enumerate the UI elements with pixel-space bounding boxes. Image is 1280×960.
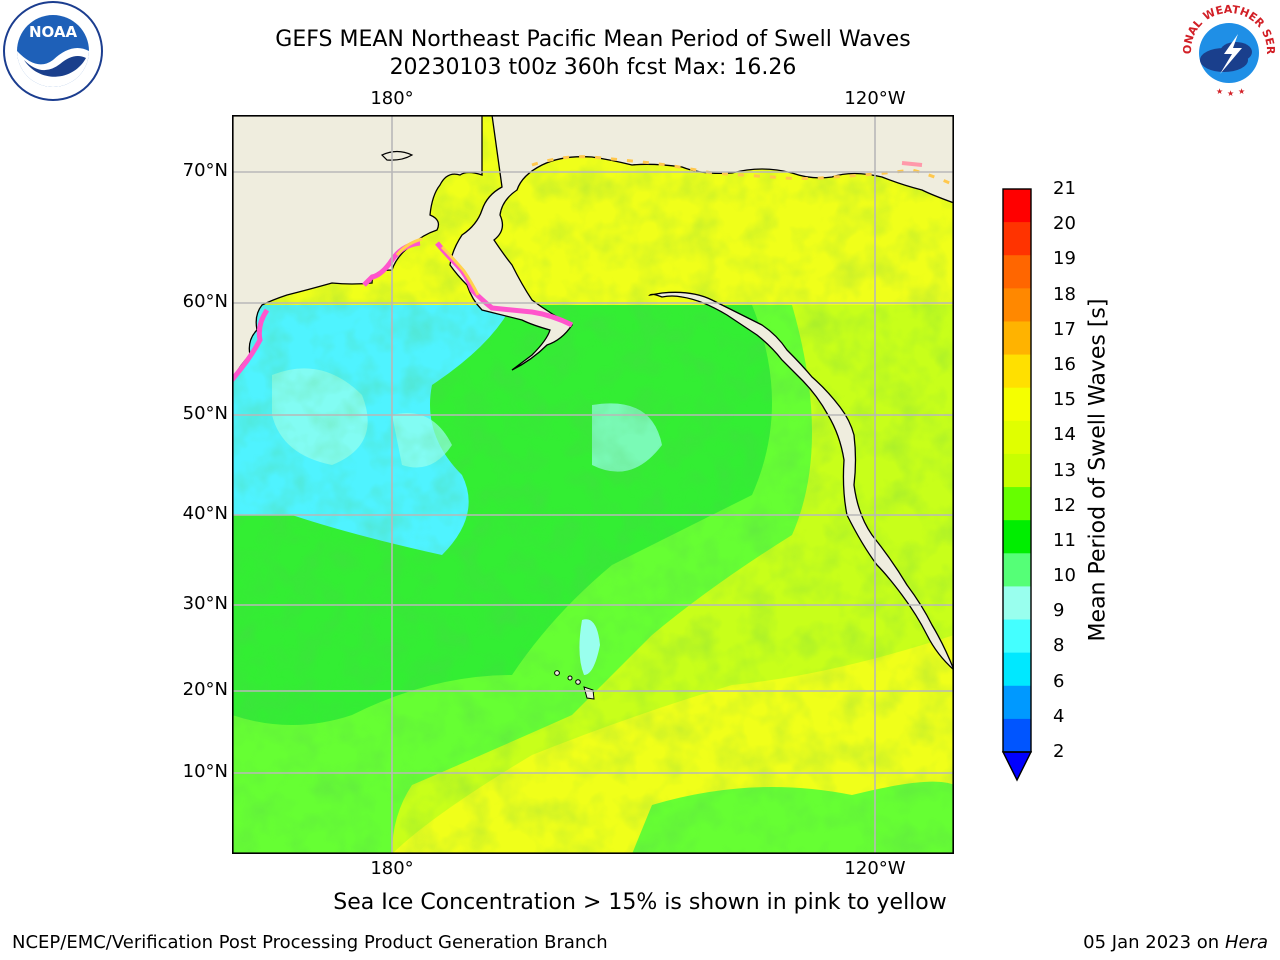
- colorbar-box-1: [1003, 222, 1031, 256]
- noaa-logo-text: NOAA: [29, 23, 78, 41]
- colorbar: [1001, 188, 1033, 782]
- lat-label-10n: 10°N: [182, 761, 228, 782]
- colorbar-box-16: [1003, 718, 1031, 753]
- svg-text:★: ★: [1216, 87, 1223, 96]
- hawaii-cyan-streak: [579, 619, 600, 675]
- colorbar-frame: [1002, 188, 1032, 753]
- colorbar-box-7: [1003, 420, 1031, 455]
- colorbar-box-6: [1003, 387, 1031, 422]
- colorbar-label-12: 12: [1053, 494, 1076, 516]
- colorbar-box-15: [1003, 685, 1031, 720]
- swell-period-map: [232, 115, 954, 854]
- land-alaska: [449, 115, 954, 371]
- lon-label-top-120w: 120°W: [844, 88, 906, 109]
- colorbar-label-9: 9: [1053, 600, 1065, 622]
- colorbar-box-14: [1003, 652, 1031, 687]
- colorbar-label-21: 21: [1053, 178, 1076, 199]
- colorbar-label-15: 15: [1053, 389, 1076, 411]
- colorbar-label-11: 11: [1053, 529, 1076, 551]
- colorbar-box-3: [1003, 288, 1031, 322]
- colorbar-label-10: 10: [1053, 565, 1076, 587]
- lon-label-bottom-180: 180°: [370, 858, 414, 879]
- colorbar-box-8: [1003, 453, 1031, 488]
- svg-text:★: ★: [1227, 89, 1234, 98]
- lat-label-50n: 50°N: [182, 403, 228, 424]
- colorbar-box-11: [1003, 553, 1031, 587]
- sea-ice-note: Sea Ice Concentration > 15% is shown in …: [333, 890, 947, 915]
- footer-host: Hera: [1224, 932, 1268, 953]
- colorbar-box-2: [1003, 255, 1031, 289]
- colorbar-label-18: 18: [1053, 283, 1076, 305]
- hawaii-island-1: [554, 670, 560, 676]
- footer-date: 05 Jan 2023 on Hera: [1083, 932, 1268, 953]
- colorbar-label-2: 2: [1053, 741, 1065, 762]
- footer-date-text: 05 Jan 2023 on: [1083, 932, 1225, 953]
- colorbar-box-0: [1003, 189, 1031, 223]
- colorbar-box-12: [1003, 586, 1031, 621]
- colorbar-boxes: [1003, 189, 1031, 753]
- colorbar-title: Mean Period of Swell Waves [s]: [1085, 298, 1111, 642]
- colorbar-under-arrow: [1001, 751, 1033, 782]
- lat-label-30n: 30°N: [182, 593, 228, 614]
- lat-label-40n: 40°N: [182, 503, 228, 524]
- lon-label-bottom-120w: 120°W: [844, 858, 906, 879]
- footer-credit: NCEP/EMC/Verification Post Processing Pr…: [12, 932, 608, 953]
- sea-ice-bering-yellow: [395, 237, 480, 296]
- colorbar-label-14: 14: [1053, 424, 1076, 446]
- colorbar-label-4: 4: [1053, 705, 1065, 727]
- colorbar-box-5: [1003, 354, 1031, 389]
- colorbar-label-13: 13: [1053, 459, 1076, 481]
- lon-label-top-180: 180°: [370, 88, 414, 109]
- chart-subtitle: 20230103 t00z 360h fcst Max: 16.26: [389, 55, 797, 80]
- hawaii-island-2: [567, 675, 573, 681]
- sea-ice-kamchatka: [232, 308, 270, 382]
- colorbar-box-13: [1003, 619, 1031, 654]
- lat-label-20n: 20°N: [182, 679, 228, 700]
- hawaii-island-3: [575, 679, 581, 685]
- colorbar-box-10: [1003, 520, 1031, 554]
- svg-text:★: ★: [1238, 87, 1245, 96]
- lat-label-70n: 70°N: [182, 160, 228, 181]
- colorbar-label-19: 19: [1053, 248, 1076, 270]
- colorbar-label-20: 20: [1053, 213, 1076, 235]
- colorbar-label-16: 16: [1053, 353, 1076, 375]
- colorbar-label-8: 8: [1053, 635, 1065, 657]
- lat-label-60n: 60°N: [182, 291, 228, 312]
- colorbar-label-6: 6: [1053, 670, 1065, 692]
- colorbar-label-17: 17: [1053, 318, 1076, 340]
- noaa-logo: NOAA: [2, 0, 104, 106]
- colorbar-box-9: [1003, 487, 1031, 521]
- nws-logo: NATIONAL WEATHER SERVICE ★ ★ ★: [1173, 0, 1280, 106]
- hawaii-island-big: [583, 686, 595, 700]
- chart-title: GEFS MEAN Northeast Pacific Mean Period …: [275, 27, 911, 52]
- sea-ice-beaufort: [901, 161, 923, 167]
- map-frame: [232, 115, 954, 854]
- sea-ice-arctic-coast: [531, 155, 954, 187]
- colorbar-box-4: [1003, 321, 1031, 356]
- gridlines: [232, 115, 954, 854]
